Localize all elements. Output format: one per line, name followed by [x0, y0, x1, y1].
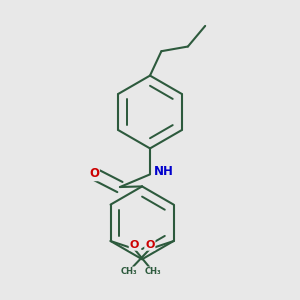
- Text: O: O: [130, 240, 139, 250]
- Text: CH₃: CH₃: [120, 267, 137, 276]
- Text: NH: NH: [154, 165, 174, 178]
- Text: O: O: [145, 240, 154, 250]
- Text: O: O: [89, 167, 99, 180]
- Text: CH₃: CH₃: [144, 267, 161, 276]
